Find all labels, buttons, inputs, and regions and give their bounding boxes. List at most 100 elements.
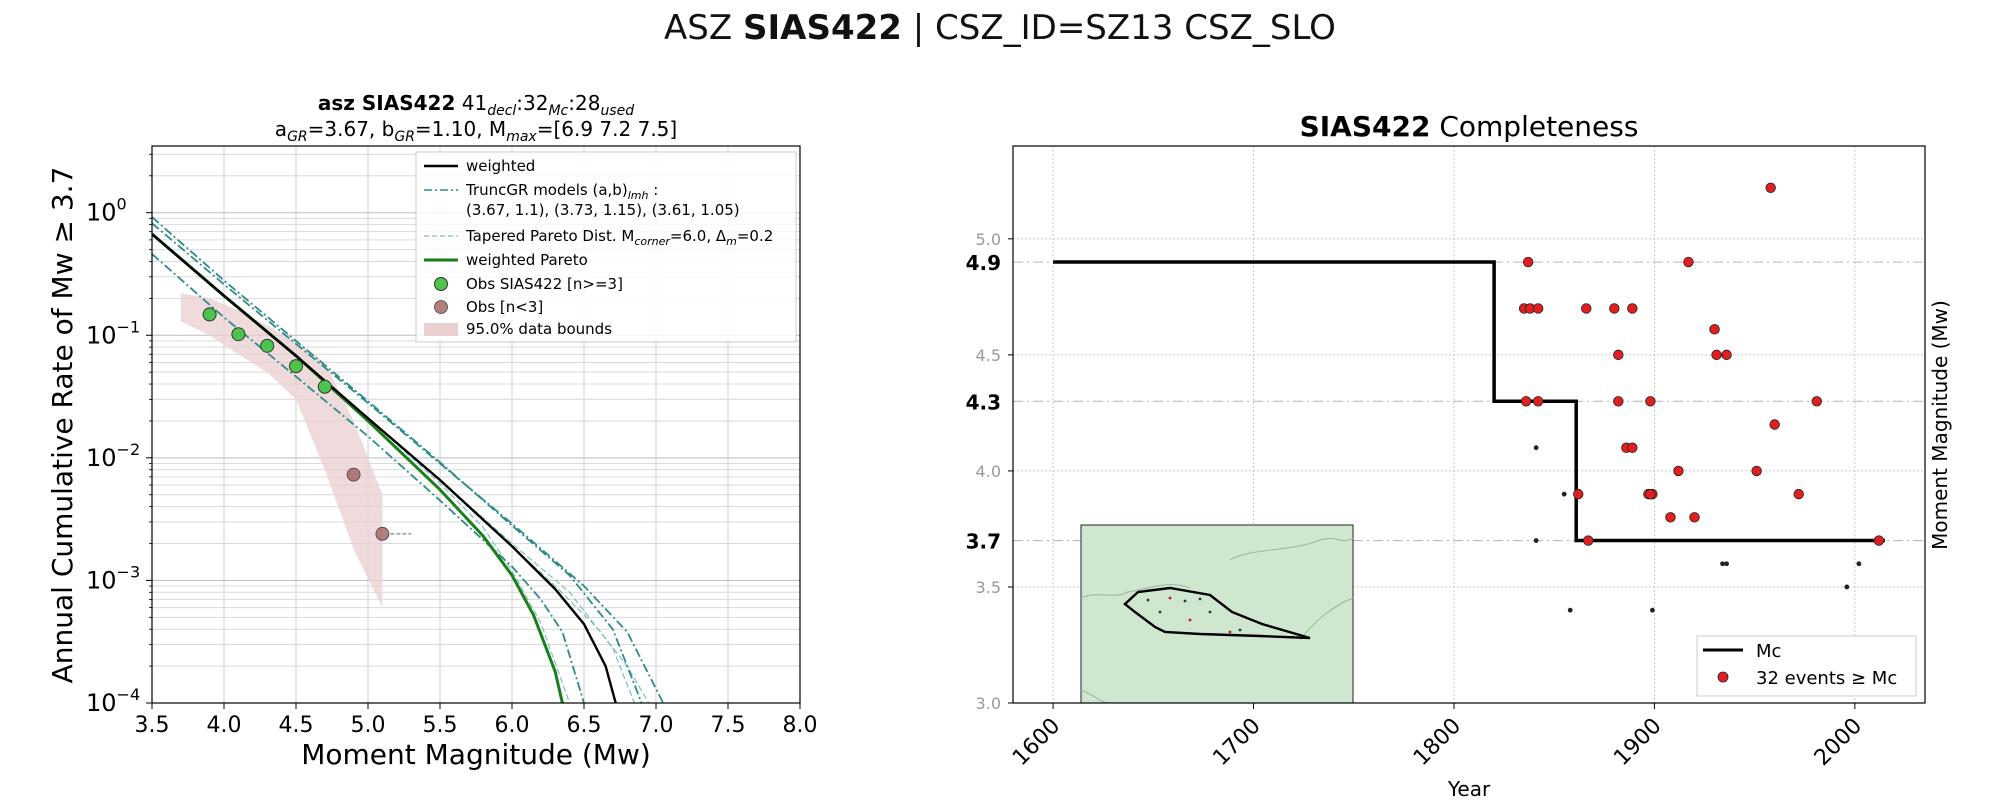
legend-truncgr-text: TruncGR models (a,b) xyxy=(465,181,628,199)
left-title-b-val: =1.10, M xyxy=(415,117,506,141)
right-x-tick-label: 1900 xyxy=(1609,714,1666,771)
obs-low-point xyxy=(375,526,390,541)
legend-band-label: 95.0% data bounds xyxy=(466,320,612,338)
left-title-mc: :32 xyxy=(516,91,548,115)
event-above-mc xyxy=(1689,512,1700,523)
legend-truncgr-values: (3.67, 1.1), (3.73, 1.15), (3.61, 1.05) xyxy=(466,201,740,219)
event-above-mc xyxy=(1765,182,1776,193)
left-ticks: 3.5 4.0 4.5 5.0 5.5 6.0 6.5 7.0 7.5 8.010010−110−… xyxy=(86,153,818,738)
left-x-tick-label: 3.5 xyxy=(135,713,170,738)
event-above-mc xyxy=(1520,396,1532,407)
left-y-tick-exp: −2 xyxy=(117,440,141,459)
legend-pareto-tail: =6.0, Δ xyxy=(670,227,727,245)
left-legend: weighted TruncGR models (a,b)lmh : (3.67… xyxy=(415,151,797,343)
event-above-mc xyxy=(1673,465,1684,477)
event-above-mc xyxy=(1581,303,1592,314)
obs-point xyxy=(317,379,332,394)
inset-map-event xyxy=(1228,630,1232,634)
inset-map-event xyxy=(1183,599,1187,603)
event-above-mc xyxy=(1532,396,1544,407)
event-above-mc xyxy=(1721,349,1732,361)
obs-point xyxy=(202,307,217,322)
inset-map xyxy=(1080,524,1354,704)
right-title-rest: Completeness xyxy=(1430,110,1638,143)
left-y-tick-label: 10−2 xyxy=(86,440,140,472)
event-above-mc xyxy=(1532,303,1544,314)
left-title-decl: 41 xyxy=(455,91,487,115)
legend-obs-label: Obs SIAS422 [n>=3] xyxy=(466,275,623,293)
legend-pareto-tail2: =0.2 xyxy=(737,227,773,245)
obs-low-point xyxy=(346,467,361,482)
obs-point xyxy=(289,359,303,374)
inset-map-event xyxy=(1146,598,1150,602)
left-title-m-val: =[6.9 7.2 7.5] xyxy=(537,117,678,141)
right-mc-label: 4.3 xyxy=(966,390,1001,414)
left-x-tick-label: 8.0 xyxy=(783,713,818,738)
left-data-bounds xyxy=(180,293,383,608)
event-above-mc xyxy=(1609,303,1620,314)
legend-events-swatch xyxy=(1717,671,1729,683)
event-below-mc xyxy=(1533,445,1539,451)
series-line-truncgr-models xyxy=(152,253,585,703)
left-points xyxy=(202,307,412,541)
figure-title-suffix: | CSZ_ID=SZ13 CSZ_SLO xyxy=(901,8,1336,48)
left-series-lines xyxy=(152,216,665,703)
series-line-truncgr-models xyxy=(152,222,665,703)
left-y-tick-exp: −4 xyxy=(117,685,141,704)
inset-map-event xyxy=(1188,618,1192,622)
left-y-tick-base: 10 xyxy=(86,566,117,594)
event-below-mc xyxy=(1724,561,1729,567)
legend-band-swatch xyxy=(424,323,458,336)
inset-map-event xyxy=(1198,597,1202,601)
left-title-m-sub: max xyxy=(506,129,537,145)
left-x-tick-label: 7.0 xyxy=(639,713,674,738)
left-title-used: :28 xyxy=(568,91,600,115)
right-chart: SIAS422 Completeness 1600 1700 1800 1900 200… xyxy=(966,110,1952,800)
right-legend-box xyxy=(1696,635,1917,697)
series-line-weighted xyxy=(152,233,617,703)
left-title-line2: aGR=3.67, bGR=1.10, Mmax=[6.9 7.2 7.5] xyxy=(275,117,677,145)
left-chart: asz SIAS422 41decl:32Mc:28used aGR=3.67,… xyxy=(46,91,818,771)
event-above-mc xyxy=(1583,535,1594,546)
right-x-tick-label: 1700 xyxy=(1208,714,1265,771)
left-x-tick-label: 4.0 xyxy=(207,713,242,738)
left-y-tick-exp: −1 xyxy=(117,317,141,336)
event-above-mc xyxy=(1522,256,1534,268)
inset-map-coast xyxy=(1080,537,1354,704)
left-x-tick-label: 5.5 xyxy=(423,713,458,738)
legend-obslow-label: Obs [n<3] xyxy=(466,298,543,316)
right-y-tick-label: 4.5 xyxy=(976,346,1001,365)
right-y-tick-label: 4.0 xyxy=(976,462,1001,481)
right-mc-label: 4.9 xyxy=(966,251,1001,275)
inset-map-event xyxy=(1158,610,1162,614)
figure-title-prefix: ASZ xyxy=(664,8,743,48)
right-mc-label: 3.7 xyxy=(966,530,1001,554)
legend-truncgr-sub: lmh xyxy=(628,189,649,202)
right-x-tick-label: 2000 xyxy=(1810,714,1867,771)
left-title-b-sub: GR xyxy=(394,129,415,145)
event-above-mc xyxy=(1751,465,1762,477)
left-legend-box xyxy=(415,151,797,343)
figure-title-bold: SIAS422 xyxy=(743,8,902,48)
legend-wpareto-label: weighted Pareto xyxy=(466,251,588,269)
right-y-tick-label: 3.0 xyxy=(976,694,1001,713)
obs-point xyxy=(260,338,275,353)
left-y-label: Annual Cumulative Rate of Mw ≥ 3.7 xyxy=(46,167,79,684)
legend-truncgr-label: TruncGR models (a,b)lmh : xyxy=(465,181,658,202)
right-title: SIAS422 Completeness xyxy=(1300,110,1639,143)
legend-weighted-label: weighted xyxy=(466,157,535,175)
data-bounds-band xyxy=(180,293,383,608)
event-above-mc xyxy=(1613,349,1624,361)
left-x-tick-label: 7.5 xyxy=(711,713,746,738)
event-above-mc xyxy=(1645,488,1656,500)
event-below-mc xyxy=(1561,491,1567,497)
left-axes-frame xyxy=(151,145,801,704)
left-title-bold: asz SIAS422 xyxy=(318,91,455,115)
left-y-tick-label: 100 xyxy=(86,195,127,227)
left-y-tick-label: 10−3 xyxy=(86,562,140,594)
left-title-a-val: =3.67, b xyxy=(308,117,395,141)
legend-pareto-label: Tapered Pareto Dist. Mcorner=6.0, Δm=0.2 xyxy=(465,227,773,248)
right-x-tick-label: 1600 xyxy=(1008,714,1065,771)
event-below-mc xyxy=(1567,607,1573,613)
